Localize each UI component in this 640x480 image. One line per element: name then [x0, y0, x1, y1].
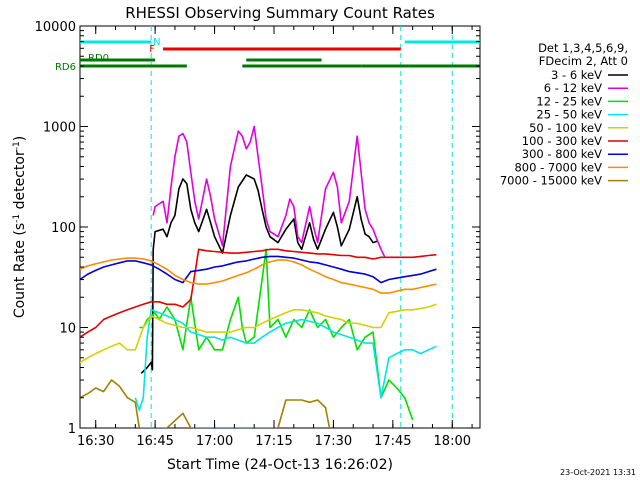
legend-header: FDecim 2, Att 0	[539, 54, 628, 68]
flag-label: RD0	[88, 53, 109, 64]
dashed-markers	[150, 26, 453, 428]
x-tick-label: 17:30	[315, 434, 352, 449]
series-line-1	[152, 125, 386, 258]
legend-label: 25 - 50 keV	[536, 108, 602, 122]
flag-label: N	[153, 37, 160, 48]
legend-label: 300 - 800 keV	[522, 147, 602, 161]
legend: Det 1,3,4,5,6,9,FDecim 2, Att 03 - 6 keV…	[500, 41, 628, 188]
legend-label: 12 - 25 keV	[536, 94, 602, 108]
y-tick-label: 10000	[35, 20, 76, 35]
flag-label: F	[149, 44, 155, 55]
series-line-0	[140, 174, 378, 374]
x-tick-label: 16:30	[77, 434, 114, 449]
series-line-8	[80, 379, 331, 428]
flag-bars: NF RD0 RD6	[55, 37, 480, 73]
series-line-4	[80, 303, 437, 364]
y-tick-label: 100	[51, 221, 76, 236]
x-tick-label: 18:00	[434, 434, 471, 449]
x-tick-label: 17:15	[255, 434, 292, 449]
x-axis: 16:30 16:45 17:00 17:15 17:30 17:45 18:00	[77, 26, 473, 449]
legend-header: Det 1,3,4,5,6,9,	[538, 41, 628, 55]
y-axis-label: Count Rate (s-1 detector-1)	[12, 136, 28, 318]
legend-label: 3 - 6 keV	[551, 68, 602, 82]
legend-label: 7000 - 15000 keV	[500, 174, 602, 188]
series-line-6	[80, 255, 437, 284]
x-tick-label: 17:45	[374, 434, 411, 449]
y-axis: 1 10 100 1000 10000	[35, 20, 480, 437]
y-tick-label: 1	[68, 422, 76, 437]
footer-date: 23-Oct-2021 13:31	[560, 468, 636, 477]
y-tick-label: 10	[59, 322, 76, 337]
y-tick-label: 1000	[43, 121, 76, 136]
series-line-7	[80, 257, 437, 294]
legend-label: 6 - 12 keV	[544, 81, 602, 95]
series-line-3	[134, 309, 437, 412]
plot-area	[79, 25, 481, 429]
series-line-5	[80, 248, 437, 338]
series-lines	[80, 125, 437, 428]
legend-label: 800 - 7000 keV	[514, 160, 602, 174]
legend-label: 50 - 100 keV	[529, 121, 602, 135]
legend-label: 100 - 300 keV	[522, 134, 602, 148]
x-axis-label: Start Time (24-Oct-13 16:26:02)	[167, 457, 393, 473]
x-tick-label: 17:00	[196, 434, 233, 449]
chart-title: RHESSI Observing Summary Count Rates	[125, 4, 435, 22]
x-tick-label: 16:45	[136, 434, 173, 449]
flag-label: RD6	[55, 62, 76, 73]
